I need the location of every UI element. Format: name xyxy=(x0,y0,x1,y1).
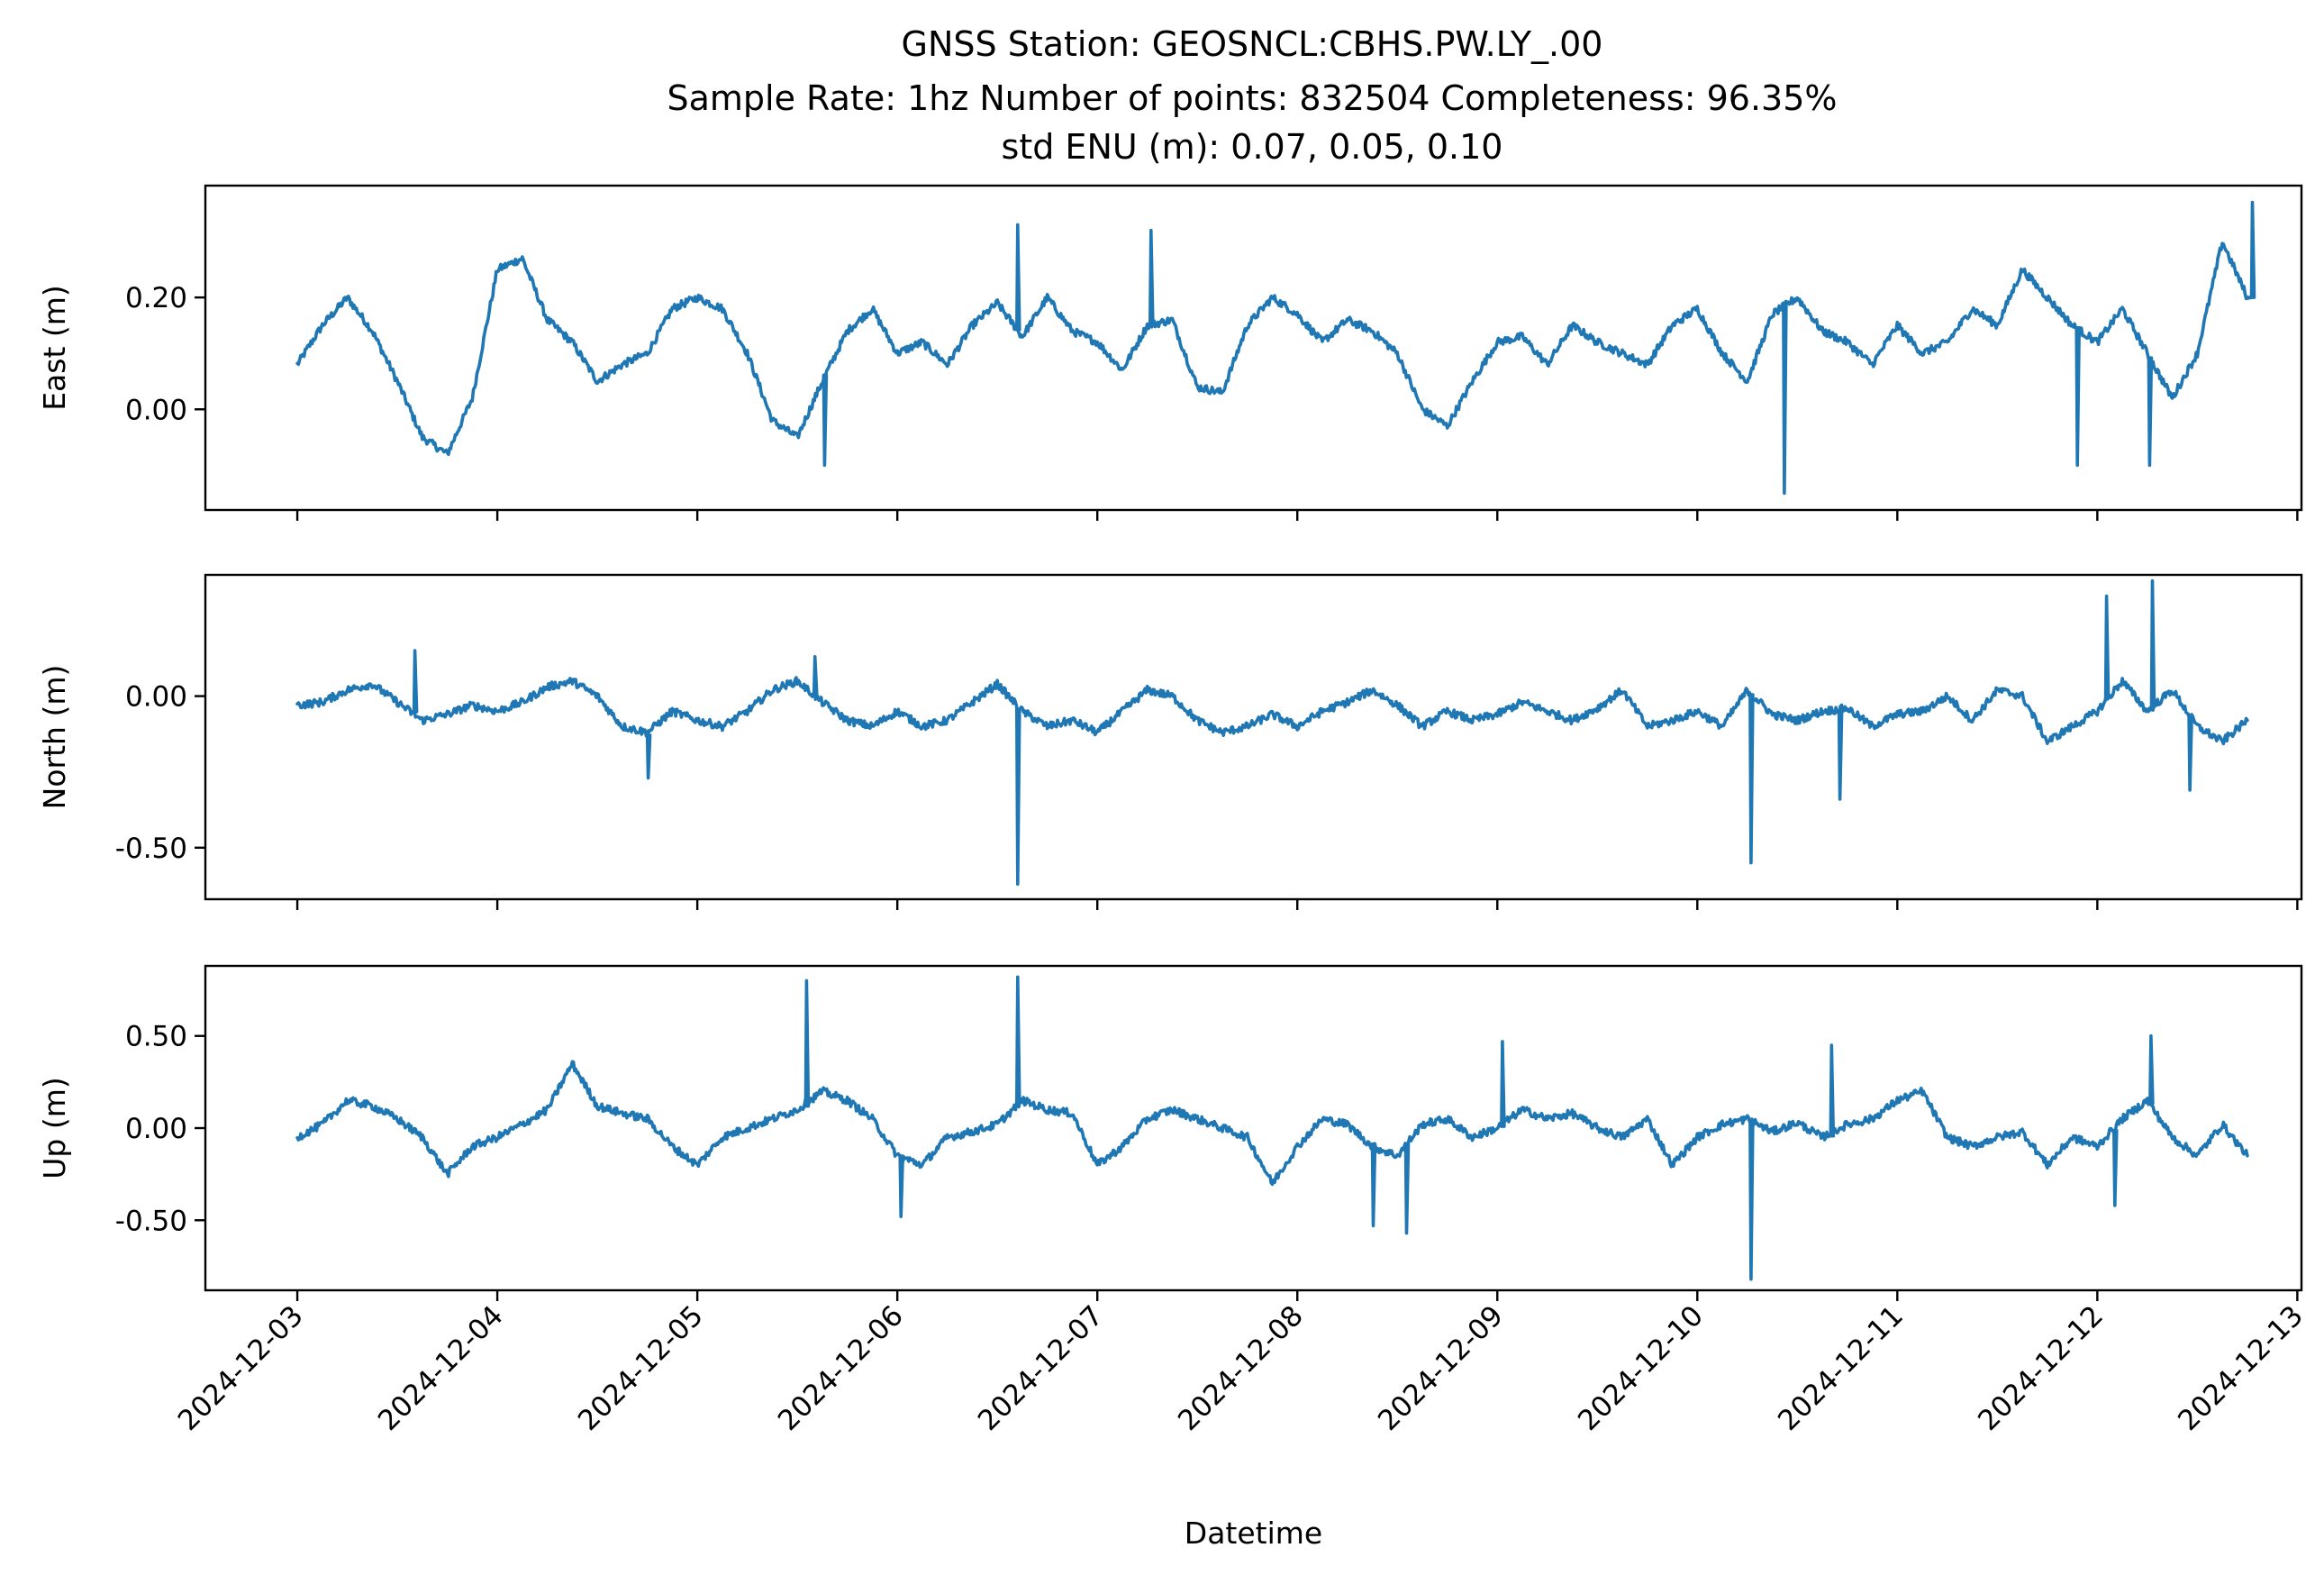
y-tick-label: 0.00 xyxy=(125,394,187,426)
chart-title-line-2: Sample Rate: 1hz Number of points: 83250… xyxy=(667,78,1838,118)
axes-frame xyxy=(204,184,2303,512)
chart-title-line-1: GNSS Station: GEOSNCL:CBHS.PW.LY_.00 xyxy=(902,24,1603,64)
east-panel: 0.00 0.20 East (m) xyxy=(37,184,2303,521)
y-tick-label: 0.50 xyxy=(125,1021,187,1053)
series-line xyxy=(295,975,2249,1281)
y-axis-label: East (m) xyxy=(37,285,72,411)
axes-frame xyxy=(204,573,2303,901)
x-axis-label: Datetime xyxy=(1185,1516,1322,1551)
north-panel: -0.50 0.00 North (m) xyxy=(37,573,2303,910)
series-line xyxy=(295,200,2256,496)
y-axis-label: North (m) xyxy=(37,665,72,810)
y-tick-label: 0.20 xyxy=(125,282,187,314)
series-line xyxy=(295,578,2249,886)
y-tick-label: -0.50 xyxy=(115,833,187,865)
y-tick-label: 0.00 xyxy=(125,1113,187,1145)
y-axis-label: Up (m) xyxy=(37,1077,72,1179)
chart-title-line-3: std ENU (m): 0.07, 0.05, 0.10 xyxy=(1002,127,1503,167)
y-tick-label: -0.50 xyxy=(115,1205,187,1237)
y-tick-label: 0.00 xyxy=(125,681,187,714)
